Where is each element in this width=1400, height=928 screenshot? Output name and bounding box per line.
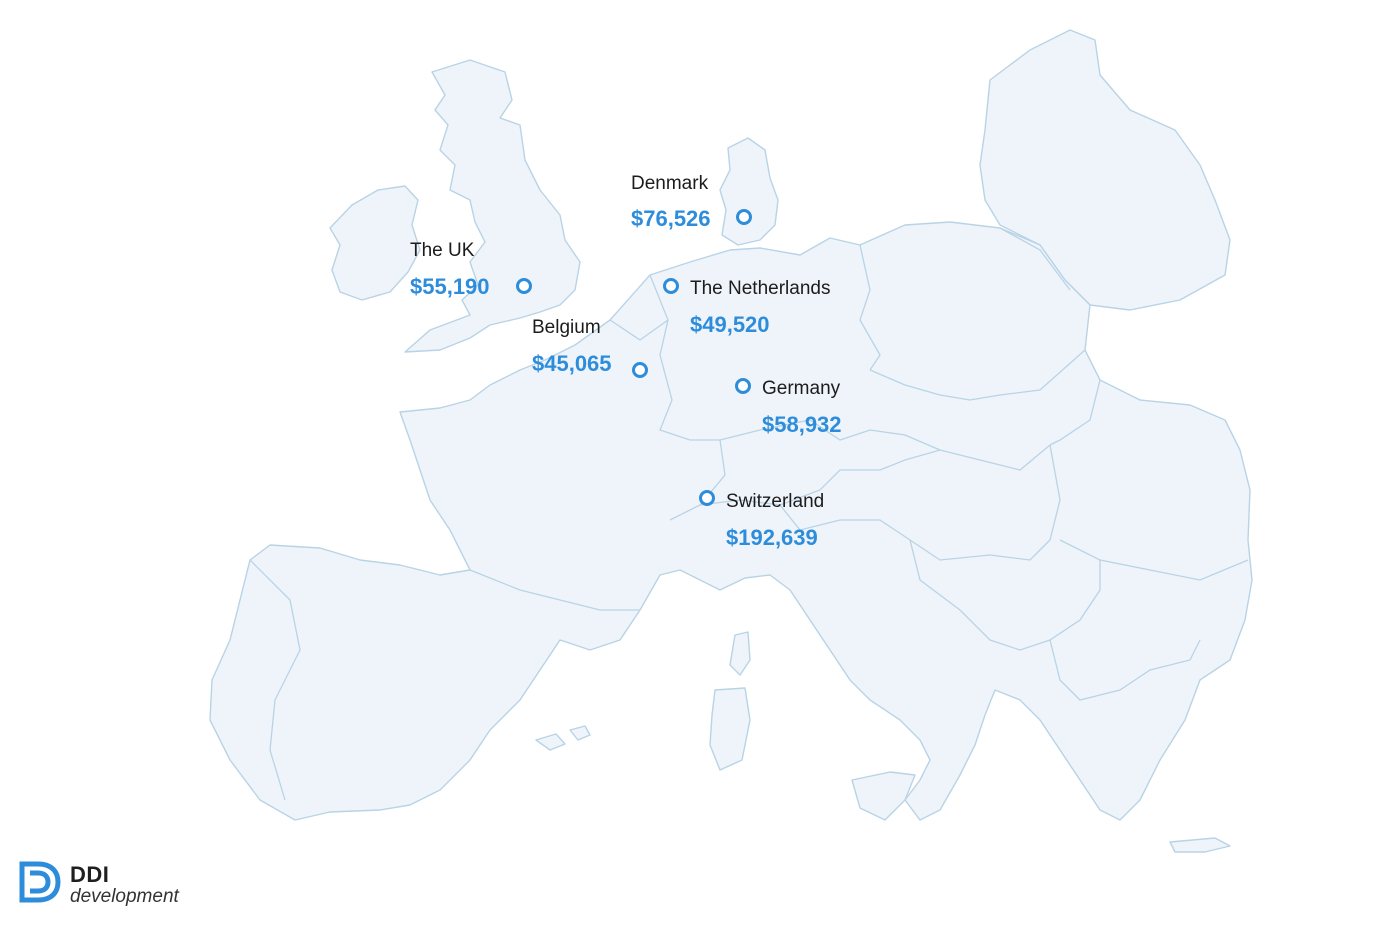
switzerland-country-label: Switzerland: [726, 491, 825, 512]
germany-marker-icon[interactable]: [733, 376, 753, 396]
uk-country-label: The UK: [410, 240, 475, 261]
country-borders: [249, 227, 1249, 801]
land-denmark: [719, 137, 779, 246]
land-ireland: [329, 185, 421, 301]
switzerland-salary-label: $192,639: [726, 525, 818, 550]
germany-salary-label: $58,932: [762, 412, 842, 437]
land-continent: [209, 221, 1253, 821]
logo-subtitle: development: [70, 886, 179, 907]
land-baltics: [979, 29, 1231, 311]
germany-country-label: Germany: [762, 378, 841, 399]
logo-name: DDI: [70, 862, 110, 887]
uk-salary-label: $55,190: [410, 274, 490, 299]
netherlands-country-label: The Netherlands: [690, 278, 831, 299]
denmark-salary-label: $76,526: [631, 206, 711, 231]
land-balearics: [535, 725, 591, 751]
belgium-country-label: Belgium: [532, 317, 601, 338]
land-crete: [1169, 837, 1231, 853]
belgium-salary-label: $45,065: [532, 351, 612, 376]
switzerland-marker-icon[interactable]: [697, 488, 717, 508]
land-corsica: [729, 631, 751, 676]
uk-marker-icon[interactable]: [514, 276, 534, 296]
ddi-logo: DDI development: [18, 858, 218, 910]
land-sardinia: [709, 687, 751, 771]
belgium-marker-icon[interactable]: [630, 360, 650, 380]
denmark-marker-icon[interactable]: [734, 207, 754, 227]
netherlands-marker-icon[interactable]: [661, 276, 681, 296]
netherlands-salary-label: $49,520: [690, 312, 770, 337]
land-sicily: [851, 771, 916, 821]
denmark-country-label: Denmark: [631, 173, 709, 194]
ddi-logo-icon: [19, 861, 61, 903]
land-great-britain: [404, 59, 581, 353]
